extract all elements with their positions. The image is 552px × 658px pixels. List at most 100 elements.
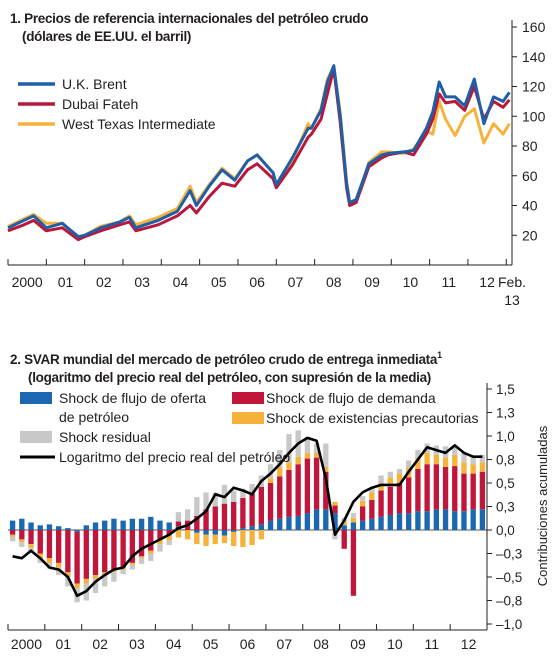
chart2-bar-shock-residual (148, 553, 154, 562)
chart2-bar-shock-residual (378, 475, 384, 483)
chart2-legend-swatch (232, 412, 264, 424)
chart2-x-tick-label: 01 (55, 636, 71, 652)
chart2-subtitle: (logaritmo del precio real del petróleo,… (28, 370, 431, 385)
chart2-bar-shock-residual (387, 471, 393, 478)
chart1-svg: 20 40 60 80 100 120 140 160 2000 01 02 03 04 05 06 07 08… (7, 19, 546, 308)
chart2-bar-shock-residual (203, 492, 209, 510)
chart2-bar-shock-de-existencias-precautorias (323, 467, 329, 472)
chart2-bar-shock-de-existencias-precautorias (470, 464, 476, 474)
chart2-bar-shock-de-existencias-precautorias (359, 500, 366, 507)
chart2-bar-shock-residual (184, 509, 191, 521)
chart2-bar-shock-de-flujo-de-oferta-de-petr-leo (166, 522, 172, 530)
chart2-bar-shock-residual (267, 464, 274, 479)
chart2-bar-shock-de-flujo-de-demanda (332, 505, 338, 514)
chart2-bar-shock-residual (194, 497, 200, 516)
chart2-bar-shock-de-flujo-de-oferta-de-petr-leo (83, 525, 89, 530)
chart2-bar-shock-de-flujo-de-demanda (65, 530, 71, 573)
chart2-bar-shock-de-flujo-de-demanda (83, 530, 89, 579)
chart1-x-tick-label: 11 (441, 274, 456, 290)
chart2-bar-shock-de-flujo-de-demanda (120, 530, 126, 568)
chart2-bar-shock-de-flujo-de-oferta-de-petr-leo (359, 520, 366, 530)
chart2-bar-shock-de-existencias-precautorias (157, 539, 163, 545)
chart2-bar-shock-residual (138, 558, 145, 564)
chart2-x-tick-label: 07 (277, 636, 293, 652)
chart2-bar-shock-de-existencias-precautorias (46, 558, 53, 563)
chart2-bar-shock-de-existencias-precautorias (396, 473, 403, 483)
chart2-bar-shock-de-flujo-de-demanda (369, 499, 375, 519)
chart1-legend-label: U.K. Brent (62, 76, 127, 92)
chart2-y-tick-label: 0,8 (496, 453, 515, 468)
chart1-title: 1. Precios de referencia internacionales… (10, 10, 368, 46)
chart2-legend-swatch (20, 392, 52, 404)
chart2-bar-shock-residual (323, 443, 329, 468)
chart2-title-line: 2. SVAR mundial del mercado de petróleo … (10, 346, 442, 369)
chart2-bar-shock-residual (221, 484, 228, 504)
chart2-bar-shock-de-flujo-de-demanda (240, 498, 246, 529)
chart2-bar-shock-de-flujo-de-oferta-de-petr-leo (295, 515, 301, 530)
chart2-bar-shock-residual (231, 490, 237, 502)
chart1-y-tick-label: 140 (522, 49, 546, 65)
chart2-bar-shock-residual (9, 536, 16, 542)
chart2-bar-shock-de-existencias-precautorias (461, 462, 467, 474)
chart2-bar-shock-de-flujo-de-demanda (387, 486, 393, 515)
chart2-bar-shock-residual (313, 443, 320, 453)
chart2-bar-shock-de-flujo-de-oferta-de-petr-leo (111, 518, 117, 530)
chart2-bar-shock-residual (102, 575, 108, 587)
chart2-y-tick-label: 0,5 (496, 476, 515, 491)
chart2-bar-shock-de-flujo-de-demanda (424, 464, 430, 512)
chart2-bar-shock-de-existencias-precautorias (221, 535, 228, 544)
chart2-y-tick-label: –0,5 (496, 570, 522, 585)
chart1-legend-label: West Texas Intermediate (62, 116, 216, 132)
chart2-bar-shock-de-flujo-de-demanda (111, 530, 117, 570)
chart2-bar-shock-residual (175, 512, 182, 522)
chart2-bar-shock-de-existencias-precautorias (286, 462, 292, 470)
chart2-bar-shock-de-existencias-precautorias (433, 454, 440, 465)
chart2-bar-shock-de-flujo-de-oferta-de-petr-leo (129, 518, 136, 530)
chart2-bar-shock-residual (65, 577, 71, 587)
chart2-bar-shock-residual (212, 492, 218, 507)
chart2-bar-shock-de-existencias-precautorias (442, 457, 449, 468)
chart2-x-tick-label: 02 (92, 636, 108, 652)
chart2-bar-shock-de-flujo-de-demanda (37, 530, 43, 554)
chart2-bar-shock-de-existencias-precautorias (83, 578, 89, 584)
chart2-bar-shock-de-flujo-de-oferta-de-petr-leo (406, 513, 412, 530)
chart2-bar-shock-residual (461, 452, 467, 463)
chart2-bar-shock-de-flujo-de-oferta-de-petr-leo (442, 509, 449, 530)
chart2-bar-shock-de-flujo-de-oferta-de-petr-leo (65, 528, 71, 530)
chart2-bar-shock-de-flujo-de-demanda (46, 530, 53, 559)
chart2-bar-shock-residual (55, 567, 62, 576)
chart2-bar-shock-de-flujo-de-demanda (166, 530, 172, 535)
chart2-bar-shock-de-flujo-de-oferta-de-petr-leo (470, 509, 476, 530)
chart2-bar-shock-de-flujo-de-oferta-de-petr-leo (19, 518, 25, 530)
chart2-bar-shock-de-flujo-de-demanda (313, 457, 320, 510)
chart2-bar-shock-de-flujo-de-oferta-de-petr-leo (240, 528, 246, 530)
chart2-y-tick-label: –1,0 (496, 617, 522, 632)
chart2-bar-shock-residual (240, 488, 246, 499)
chart2-bar-shock-de-flujo-de-demanda (341, 530, 347, 549)
chart2-bar-shock-de-existencias-precautorias (313, 452, 320, 458)
chart2-bar-shock-de-flujo-de-oferta-de-petr-leo (323, 509, 329, 530)
chart1-x-tick-label: 02 (96, 274, 112, 290)
chart2-bar-shock-residual (249, 483, 255, 494)
chart1-x-tick-label: 03 (134, 274, 150, 290)
chart2-bar-shock-de-existencias-precautorias (166, 534, 172, 541)
chart2-bar-shock-de-flujo-de-oferta-de-petr-leo (249, 526, 255, 530)
chart2-bar-shock-de-flujo-de-demanda (9, 530, 16, 535)
chart2-x-tick-label: 03 (129, 636, 145, 652)
chart2-bar-shock-de-flujo-de-demanda (323, 471, 329, 510)
chart2-bar-shock-de-flujo-de-oferta-de-petr-leo (277, 518, 283, 530)
chart1-x-tick-label: 05 (211, 274, 227, 290)
chart2-bar-shock-de-flujo-de-demanda (442, 467, 449, 510)
chart1-x-tick-label: 04 (173, 274, 189, 290)
chart2-legend-label: Shock de flujo de demanda (266, 390, 436, 406)
chart2-bar-shock-de-existencias-precautorias (148, 550, 154, 554)
chart1-x-tick-label: 06 (249, 274, 265, 290)
chart1-y-tick-label: 100 (522, 108, 546, 124)
chart2-bar-shock-de-flujo-de-oferta-de-petr-leo (74, 530, 80, 532)
chart2-bar-shock-residual (111, 572, 117, 582)
chart1-x-tick-label: 09 (364, 274, 380, 290)
chart2-bar-shock-de-flujo-de-demanda (258, 486, 264, 525)
chart2-x-tick-label: 10 (387, 636, 403, 652)
chart2-x-tick-label: 2000 (11, 636, 42, 652)
chart2-bar-shock-de-existencias-precautorias (249, 530, 255, 546)
